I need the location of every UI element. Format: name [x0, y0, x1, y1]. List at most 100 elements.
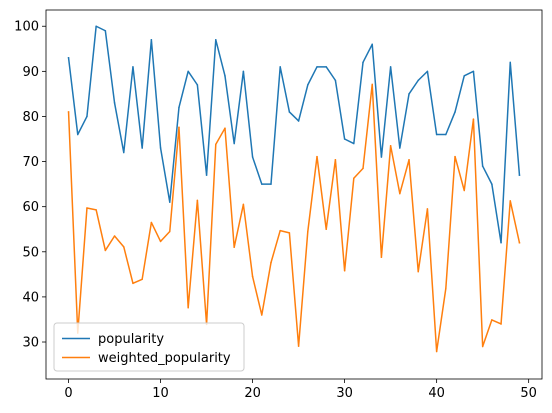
data-point-weighted-popularity — [242, 203, 245, 206]
data-point-weighted-popularity — [251, 275, 254, 278]
series-line-popularity — [67, 25, 521, 244]
data-point-popularity — [86, 115, 88, 118]
x-tick-label: 10 — [152, 386, 169, 401]
legend-label-weighted-popularity: weighted_popularity — [98, 351, 231, 366]
data-point-popularity — [509, 61, 512, 64]
data-point-weighted-popularity — [454, 155, 456, 158]
data-point-popularity — [491, 183, 493, 185]
plot-area — [46, 10, 542, 379]
data-point-popularity — [435, 133, 438, 136]
data-point-popularity — [463, 75, 465, 77]
data-point-popularity — [76, 133, 79, 136]
data-point-weighted-popularity — [417, 270, 419, 273]
data-point-weighted-popularity — [325, 228, 327, 230]
data-point-popularity — [353, 142, 355, 145]
data-point-popularity — [362, 61, 364, 64]
data-point-popularity — [472, 70, 475, 73]
data-point-weighted-popularity — [95, 209, 97, 211]
data-point-popularity — [325, 66, 327, 68]
data-point-weighted-popularity — [518, 242, 521, 244]
y-tick-label: 70 — [22, 155, 39, 170]
data-point-popularity — [215, 39, 217, 41]
data-point-popularity — [187, 70, 189, 73]
data-point-popularity — [316, 66, 318, 68]
data-point-weighted-popularity — [500, 323, 502, 325]
x-tick-label: 50 — [520, 386, 537, 401]
data-point-popularity — [159, 147, 162, 149]
data-point-popularity — [150, 39, 153, 41]
data-point-popularity — [261, 183, 263, 185]
series-popularity — [67, 25, 521, 244]
data-point-weighted-popularity — [215, 143, 217, 146]
data-point-weighted-popularity — [399, 192, 401, 195]
series-line-weighted-popularity — [67, 83, 521, 353]
data-point-weighted-popularity — [86, 207, 88, 209]
data-point-weighted-popularity — [104, 249, 107, 252]
data-point-weighted-popularity — [141, 278, 143, 281]
data-point-popularity — [205, 174, 208, 176]
data-point-popularity — [233, 142, 235, 145]
data-point-weighted-popularity — [362, 167, 364, 170]
legend-label-popularity: popularity — [98, 332, 164, 347]
data-point-popularity — [343, 138, 346, 140]
data-point-weighted-popularity — [233, 246, 235, 249]
data-point-popularity — [113, 102, 116, 104]
data-point-weighted-popularity — [224, 127, 226, 129]
y-tick-label: 60 — [22, 200, 39, 215]
axes-layer: 0 10 20 30 40 50 30 40 50 60 70 80 90 100 — [14, 20, 537, 401]
data-point-popularity — [518, 174, 521, 176]
data-point-weighted-popularity — [187, 306, 189, 309]
data-point-popularity — [399, 147, 401, 149]
x-tick-label: 40 — [428, 386, 445, 401]
x-tick-label: 30 — [336, 386, 353, 401]
x-tick-label: 20 — [244, 386, 261, 401]
data-point-popularity — [270, 183, 272, 185]
data-point-weighted-popularity — [67, 111, 70, 113]
data-point-weighted-popularity — [113, 235, 116, 237]
y-tick-label: 50 — [22, 245, 39, 260]
y-tick-label: 40 — [22, 290, 39, 305]
y-tick-label: 80 — [22, 110, 39, 125]
data-point-popularity — [288, 111, 291, 113]
data-point-weighted-popularity — [426, 208, 429, 210]
data-point-weighted-popularity — [307, 230, 309, 233]
data-point-weighted-popularity — [491, 319, 493, 321]
data-point-popularity — [408, 93, 410, 95]
data-point-popularity — [67, 57, 70, 59]
data-point-popularity — [380, 156, 383, 158]
data-point-popularity — [141, 147, 143, 149]
data-point-popularity — [178, 106, 180, 109]
data-point-weighted-popularity — [196, 199, 199, 202]
data-point-popularity — [242, 70, 245, 73]
data-point-popularity — [132, 66, 134, 68]
data-point-popularity — [279, 66, 281, 68]
data-point-weighted-popularity — [445, 287, 447, 290]
series-layer — [67, 25, 521, 353]
data-point-weighted-popularity — [481, 345, 484, 348]
data-point-weighted-popularity — [261, 314, 263, 316]
plot-frame — [45, 9, 543, 380]
data-point-weighted-popularity — [316, 155, 318, 158]
data-point-weighted-popularity — [178, 126, 180, 129]
data-point-popularity — [251, 156, 254, 158]
data-point-popularity — [371, 43, 373, 46]
data-point-weighted-popularity — [509, 200, 512, 202]
data-point-weighted-popularity — [270, 261, 272, 264]
data-point-weighted-popularity — [343, 269, 346, 272]
data-point-popularity — [334, 79, 337, 82]
data-point-weighted-popularity — [150, 221, 153, 224]
data-point-popularity — [169, 201, 171, 203]
legend: popularity weighted_popularity — [53, 322, 245, 372]
data-point-weighted-popularity — [132, 282, 134, 285]
data-point-weighted-popularity — [297, 345, 300, 347]
data-point-weighted-popularity — [288, 232, 291, 234]
data-point-popularity — [95, 25, 97, 27]
y-tick-label: 90 — [22, 65, 39, 80]
data-point-weighted-popularity — [463, 189, 465, 192]
data-point-weighted-popularity — [472, 118, 475, 120]
data-point-weighted-popularity — [380, 256, 383, 258]
data-point-popularity — [224, 75, 226, 77]
data-point-weighted-popularity — [408, 159, 410, 161]
data-point-popularity — [104, 30, 107, 32]
